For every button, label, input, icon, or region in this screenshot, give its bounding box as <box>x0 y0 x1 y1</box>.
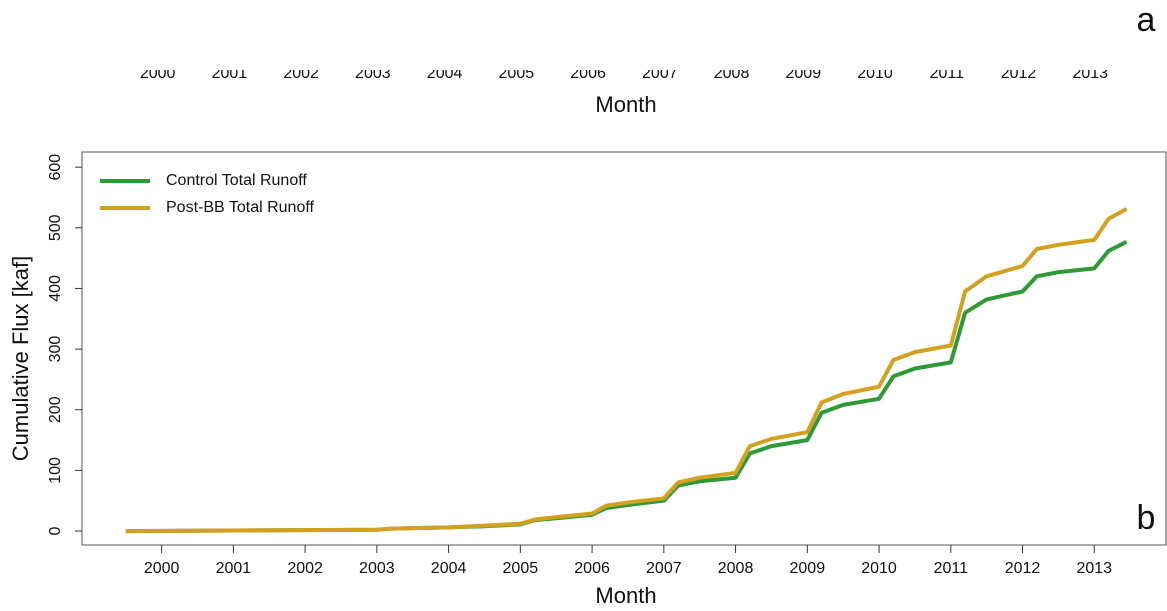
x-tick-label: 2005 <box>499 65 535 82</box>
y-tick-label: 400 <box>47 275 64 302</box>
x-tick-label: 2007 <box>646 560 682 577</box>
x-tick-label: 2009 <box>790 560 826 577</box>
x-axis-label: Month <box>595 583 656 608</box>
x-tick-label: 2011 <box>934 560 969 577</box>
x-tick-label: 2011 <box>930 65 965 82</box>
x-tick-label: 2012 <box>1005 560 1041 577</box>
y-tick-label: 200 <box>47 396 64 423</box>
x-tick-label: 2006 <box>574 560 610 577</box>
x-tick-label: 2013 <box>1072 65 1108 82</box>
x-tick-label: 2000 <box>144 560 180 577</box>
x-tick-label: 2006 <box>570 65 606 82</box>
panel-label: b <box>1137 499 1156 537</box>
series-line <box>125 207 1128 534</box>
x-tick-label: 2002 <box>287 560 323 577</box>
panel-label: a <box>1137 1 1156 39</box>
x-tick-label: 2000 <box>140 65 176 82</box>
y-tick-label: 300 <box>47 336 64 363</box>
x-tick-label: 2012 <box>1001 65 1037 82</box>
x-tick-label: 2004 <box>427 65 463 82</box>
y-tick-label: 600 <box>47 154 64 181</box>
x-tick-label: 2013 <box>1076 560 1112 577</box>
x-tick-label: 2003 <box>359 560 395 577</box>
y-axis-label: Cumulative Flux [kaf] <box>8 256 33 461</box>
x-tick-label: 2002 <box>283 65 319 82</box>
x-tick-label: 2010 <box>857 65 893 82</box>
x-tick-label: 2010 <box>861 560 897 577</box>
x-tick-label: 2008 <box>714 65 750 82</box>
panel-a-axis: 2000 2001 2002 2003 2004 2005 2006 2007 2008 2009… <box>140 65 1108 82</box>
legend-label: Post-BB Total Runoff <box>166 199 314 216</box>
legend-label: Control Total Runoff <box>166 172 307 189</box>
x-tick-label: 2003 <box>355 65 391 82</box>
x-axis-label: Month <box>595 92 656 117</box>
x-tick-label: 2005 <box>503 560 539 577</box>
y-tick-label: 0 <box>47 527 64 536</box>
plot-frame <box>81 151 1167 546</box>
x-tick-label: 2007 <box>642 65 678 82</box>
x-tick-label: 2009 <box>786 65 822 82</box>
x-tick-label: 2001 <box>216 560 252 577</box>
x-tick-label: 2001 <box>212 65 248 82</box>
x-tick-label: 2008 <box>718 560 754 577</box>
y-tick-label: 100 <box>47 457 64 484</box>
x-tick-label: 2004 <box>431 560 467 577</box>
y-tick-label: 500 <box>47 214 64 241</box>
